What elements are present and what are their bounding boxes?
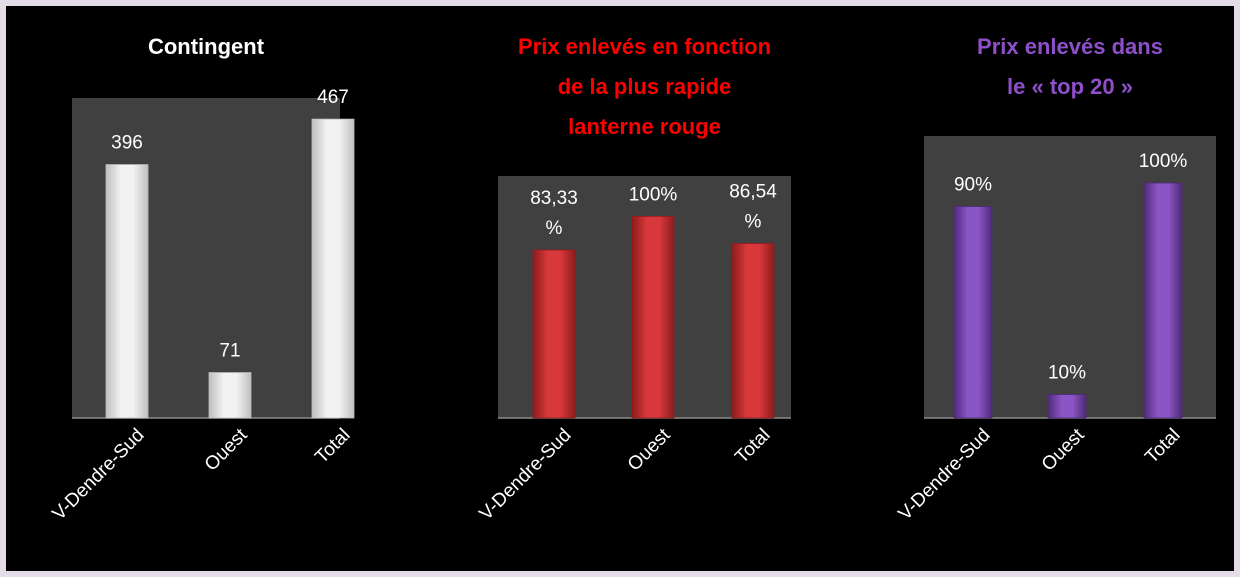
bar-ouest [208, 372, 252, 419]
x-tick-label: Ouest [624, 424, 675, 475]
data-label: 10% [1048, 363, 1086, 384]
data-label: % [546, 218, 563, 239]
chart-title: le « top 20 » [1007, 74, 1133, 99]
chart-panel-3: Prix enlevés dans le « top 20 » 90% V-Dendr… [895, 34, 1216, 525]
x-tick-label: V-Dendre-Sud [476, 425, 576, 525]
data-label: 467 [317, 87, 349, 108]
chart-frame: Contingent 396 V-Dendre-Sud 71 Ouest 467 Total… [6, 6, 1234, 571]
chart-title: Prix enlevés en fonction [518, 34, 771, 59]
chart-panel-1: Contingent 396 V-Dendre-Sud 71 Ouest 467 Total [49, 34, 355, 525]
data-label: 71 [219, 341, 240, 362]
data-label: 86,54 [729, 181, 777, 202]
data-label: 100% [629, 184, 678, 205]
chart-title: Contingent [148, 34, 265, 59]
bar-total [311, 118, 355, 419]
x-tick-label: Total [731, 425, 774, 468]
x-tick-label: V-Dendre-Sud [49, 425, 149, 525]
data-label: 90% [954, 175, 992, 196]
x-tick-label: Ouest [1038, 424, 1089, 475]
chart-title: Prix enlevés dans [977, 34, 1163, 59]
data-label: % [745, 211, 762, 232]
bar-ouest [631, 215, 675, 419]
x-tick-label: V-Dendre-Sud [895, 425, 995, 525]
x-tick-label: Ouest [201, 424, 252, 475]
data-label: 100% [1139, 151, 1188, 172]
bar-v-dendre-sud [105, 164, 149, 419]
chart-panel-2: Prix enlevés en fonction de la plus rapid… [476, 34, 791, 525]
charts-canvas: Contingent 396 V-Dendre-Sud 71 Ouest 467 Total… [49, 34, 1216, 525]
bar-v-dendre-sud [532, 249, 576, 419]
data-label: 83,33 [530, 188, 578, 209]
x-tick-label: Total [311, 425, 354, 468]
bar-total [731, 243, 775, 419]
bar-v-dendre-sud [953, 206, 993, 419]
data-label: 396 [111, 133, 143, 154]
chart-title: lanterne rouge [568, 114, 721, 139]
bar-total [1143, 182, 1183, 419]
chart-title: de la plus rapide [558, 74, 732, 99]
x-tick-label: Total [1141, 425, 1184, 468]
bar-ouest [1047, 394, 1087, 419]
